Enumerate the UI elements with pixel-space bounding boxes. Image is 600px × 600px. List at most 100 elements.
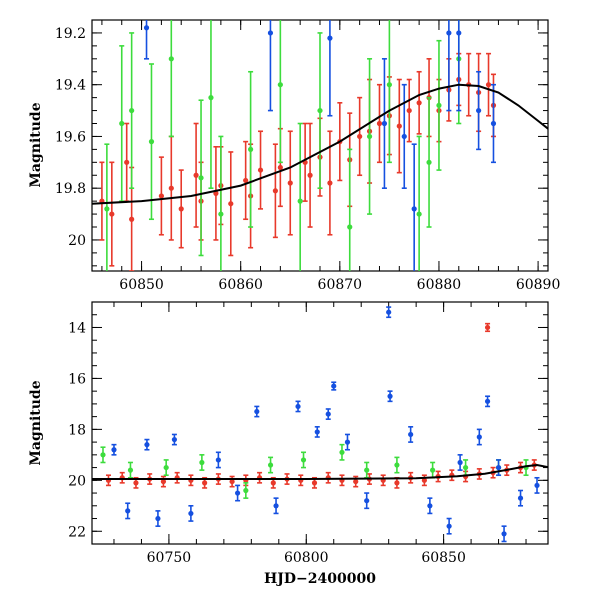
red-data-point (416, 100, 422, 106)
top-y-axis-title: Magnitude (28, 102, 44, 187)
green-data-point (416, 211, 422, 217)
y-tick-label: 22 (68, 524, 86, 540)
blue-data-point (387, 393, 393, 399)
top-model-curve (92, 83, 548, 205)
blue-data-point (267, 30, 274, 36)
green-data-point (168, 56, 174, 62)
blue-data-point (411, 206, 417, 212)
x-tick-label: 60800 (284, 550, 329, 566)
blue-data-point (457, 459, 463, 466)
red-data-point (178, 206, 184, 212)
blue-data-point (295, 403, 301, 410)
blue-data-point (171, 436, 178, 443)
blue-data-point (254, 408, 260, 415)
green-data-point (436, 102, 442, 108)
blue-data-point (381, 120, 388, 127)
red-data-point (287, 180, 293, 186)
x-tick-label: 60850 (119, 277, 164, 293)
green-data-point (243, 487, 249, 494)
red-data-point (311, 480, 318, 486)
blue-data-point (534, 482, 540, 489)
red-data-point (307, 172, 313, 178)
x-tick-label: 60890 (516, 277, 561, 293)
red-data-point (133, 480, 139, 486)
green-data-point (198, 175, 204, 181)
green-data-point (218, 211, 224, 217)
bottom-model-curve (92, 463, 548, 480)
green-data-point (119, 120, 125, 127)
top-ticks: 60850 60860 60870 60880 60890 19.2 19.4 19.6 19.… (55, 20, 561, 293)
blue-data-point (215, 457, 221, 463)
blue-data-point (364, 498, 370, 504)
red-data-point (243, 177, 249, 184)
blue-data-point (327, 35, 333, 41)
blue-data-point (476, 434, 482, 440)
red-data-point (272, 188, 278, 194)
bottom-x-axis-title: HJD−2400000 (264, 571, 376, 587)
green-data-point (127, 467, 134, 473)
blue-data-point (325, 411, 331, 417)
red-data-point (357, 133, 363, 140)
model-curve-line (92, 463, 548, 480)
x-tick-label: 60750 (147, 550, 192, 566)
green-data-point (426, 159, 432, 165)
green-data-point (364, 467, 370, 473)
red-data-point (193, 172, 199, 178)
bottom-plot-frame (91, 301, 549, 545)
bottom-ticks: 60750 60800 60850 14 16 18 20 22 (68, 301, 548, 566)
blue-data-point (401, 133, 407, 140)
green-data-point (430, 467, 436, 473)
blue-data-point (331, 383, 337, 389)
red-data-point (202, 480, 208, 486)
green-data-point (339, 449, 345, 455)
green-data-point (347, 224, 353, 230)
red-data-point (270, 480, 276, 486)
red-data-point (129, 216, 135, 222)
y-tick-label: 18 (68, 422, 86, 438)
x-tick-label: 60870 (318, 277, 363, 293)
red-data-point (168, 185, 174, 191)
blue-data-point (344, 439, 351, 445)
blue-data-point (144, 442, 150, 448)
blue-data-point (484, 398, 491, 404)
green-data-point (100, 452, 106, 458)
red-data-point (158, 193, 164, 199)
blue-data-point (111, 447, 117, 453)
bottom-panel: 60750 60800 60850 14 16 18 20 22 Magnitude HJD−… (28, 301, 549, 587)
y-tick-label: 14 (68, 320, 86, 336)
green-data-point (199, 459, 205, 466)
blue-data-point (314, 429, 320, 435)
green-data-point (277, 82, 283, 88)
blue-data-point (517, 495, 524, 501)
red-data-point (229, 478, 235, 485)
green-data-point (163, 464, 169, 471)
green-data-point (462, 464, 469, 471)
green-data-point (386, 82, 392, 88)
red-data-point (228, 201, 234, 207)
bottom-y-axis-title: Magnitude (28, 380, 44, 465)
x-tick-label: 60880 (417, 277, 462, 293)
green-data-point (129, 107, 135, 114)
red-data-point (353, 478, 359, 485)
red-data-point (109, 211, 115, 217)
red-data-point (485, 82, 492, 88)
red-data-point (124, 159, 130, 165)
blue-data-point (143, 25, 150, 31)
green-data-point (366, 133, 373, 140)
red-data-point (277, 164, 283, 171)
green-data-point (148, 139, 155, 145)
blue-data-point (476, 107, 482, 114)
red-data-point (327, 180, 333, 186)
y-tick-label: 16 (68, 371, 86, 387)
top-data-points (99, 20, 497, 271)
top-panel: 60850 60860 60870 60880 60890 19.2 19.4 19.6 19.… (28, 19, 561, 293)
red-data-point (484, 324, 491, 331)
blue-data-point (188, 510, 194, 517)
x-tick-label: 60860 (218, 277, 263, 293)
y-tick-label: 19.8 (55, 181, 86, 197)
green-data-point (394, 462, 400, 468)
blue-data-point (273, 503, 279, 509)
blue-data-point (446, 523, 452, 529)
blue-data-point (386, 309, 392, 315)
